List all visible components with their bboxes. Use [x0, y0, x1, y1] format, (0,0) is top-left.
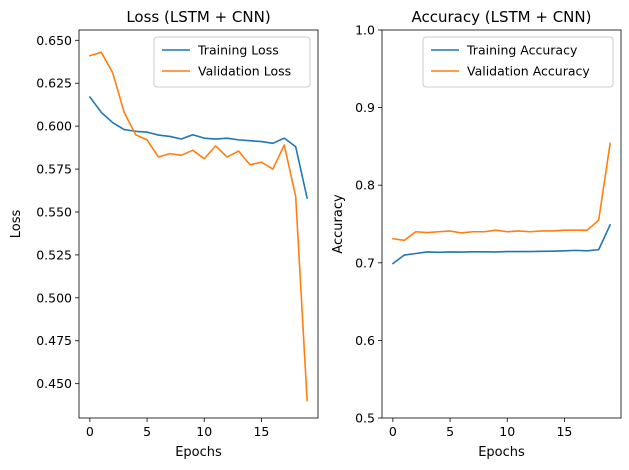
loss-legend: Training Loss Validation Loss [153, 36, 311, 88]
loss-x-tick-label: 10 [196, 424, 212, 439]
loss-x-tick-label: 5 [143, 424, 151, 439]
accuracy-y-tick-label: 0.7 [355, 255, 375, 270]
accuracy-legend: Training Accuracy Validation Accuracy [422, 36, 614, 88]
loss-x-tick-label: 15 [253, 424, 269, 439]
accuracy-legend-box [422, 36, 614, 88]
accuracy-y-tick-label: 0.9 [355, 100, 375, 115]
accuracy-x-tick-label: 5 [446, 424, 454, 439]
accuracy-series-line-validation [392, 142, 611, 242]
accuracy-axes-frame [381, 29, 622, 419]
loss-series-line-validation [89, 51, 308, 402]
accuracy-legend-label-validation: Validation Accuracy [467, 64, 590, 79]
accuracy-x-tick-label: 0 [389, 424, 397, 439]
accuracy-y-tick-label: 0.6 [355, 333, 375, 348]
loss-y-tick-label: 0.450 [36, 376, 72, 391]
accuracy-x-tick-label: 10 [499, 424, 515, 439]
accuracy-legend-label-training: Training Accuracy [466, 43, 578, 58]
loss-y-tick-label: 0.550 [36, 204, 72, 219]
accuracy-chart-title: Accuracy (LSTM + CNN) [412, 8, 592, 26]
accuracy-y-tick-label: 1.0 [355, 23, 375, 38]
loss-legend-label-training: Training Loss [197, 43, 279, 58]
loss-y-tick-label: 0.650 [36, 33, 72, 48]
loss-y-tick-label: 0.625 [36, 76, 72, 91]
loss-y-tick-label: 0.475 [36, 333, 72, 348]
loss-y-tick-label: 0.500 [36, 290, 72, 305]
loss-axes-frame [78, 29, 319, 419]
loss-legend-box [153, 36, 311, 88]
accuracy-x-tick-label: 15 [556, 424, 572, 439]
loss-x-tick-label: 0 [86, 424, 94, 439]
accuracy-x-axis-label: Epochs [478, 445, 525, 460]
loss-y-tick-label: 0.525 [36, 247, 72, 262]
accuracy-chart: 0 5 10 15 0.5 0.6 0.7 0.8 0.9 1.0 Accuracy (LSTM +… [331, 8, 622, 460]
loss-y-axis-label: Loss [9, 210, 24, 239]
accuracy-y-axis-label: Accuracy [331, 194, 346, 254]
loss-chart-title: Loss (LSTM + CNN) [126, 8, 270, 26]
loss-legend-label-validation: Validation Loss [198, 64, 291, 79]
loss-y-tick-label: 0.575 [36, 162, 72, 177]
loss-y-tick-label: 0.600 [36, 119, 72, 134]
loss-chart: 0 5 10 15 0.450 0.475 0.500 0.525 0.550 0.575 0.60… [9, 8, 319, 460]
accuracy-y-tick-label: 0.5 [355, 411, 375, 426]
accuracy-series-line-training [392, 223, 611, 265]
loss-x-axis-label: Epochs [175, 445, 222, 460]
accuracy-y-tick-label: 0.8 [355, 178, 375, 193]
loss-series-line-training [89, 96, 308, 200]
